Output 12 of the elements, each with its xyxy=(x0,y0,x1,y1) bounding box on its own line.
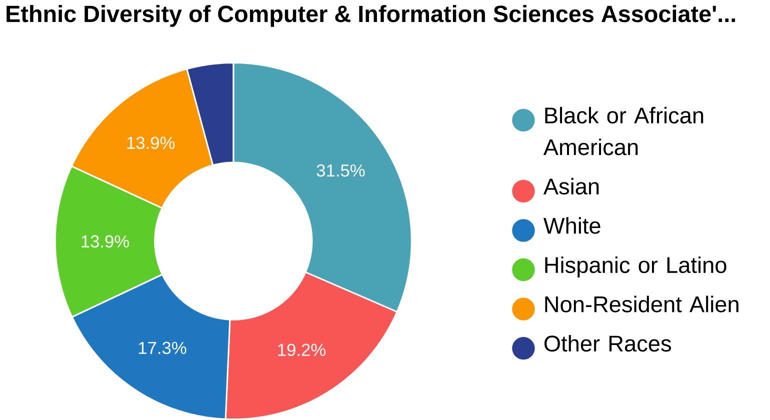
legend-label: Hispanic or Latino xyxy=(545,256,726,278)
data-label: 19.2% xyxy=(278,344,326,356)
legend-label: Black or African American xyxy=(543,106,704,156)
legend-label: Asian xyxy=(543,178,599,194)
chart-title: Ethnic Diversity of Computer & Information Sciences Associate'... xyxy=(6,5,736,27)
legend-label: Other Races xyxy=(544,334,671,352)
data-label: 17.3% xyxy=(138,342,186,354)
legend-label: White xyxy=(543,217,600,234)
data-label: 13.9% xyxy=(127,136,175,149)
legend-label: Non-Resident Alien xyxy=(545,296,738,312)
data-label: 13.9% xyxy=(82,235,129,248)
data-label: 31.5% xyxy=(316,164,365,177)
